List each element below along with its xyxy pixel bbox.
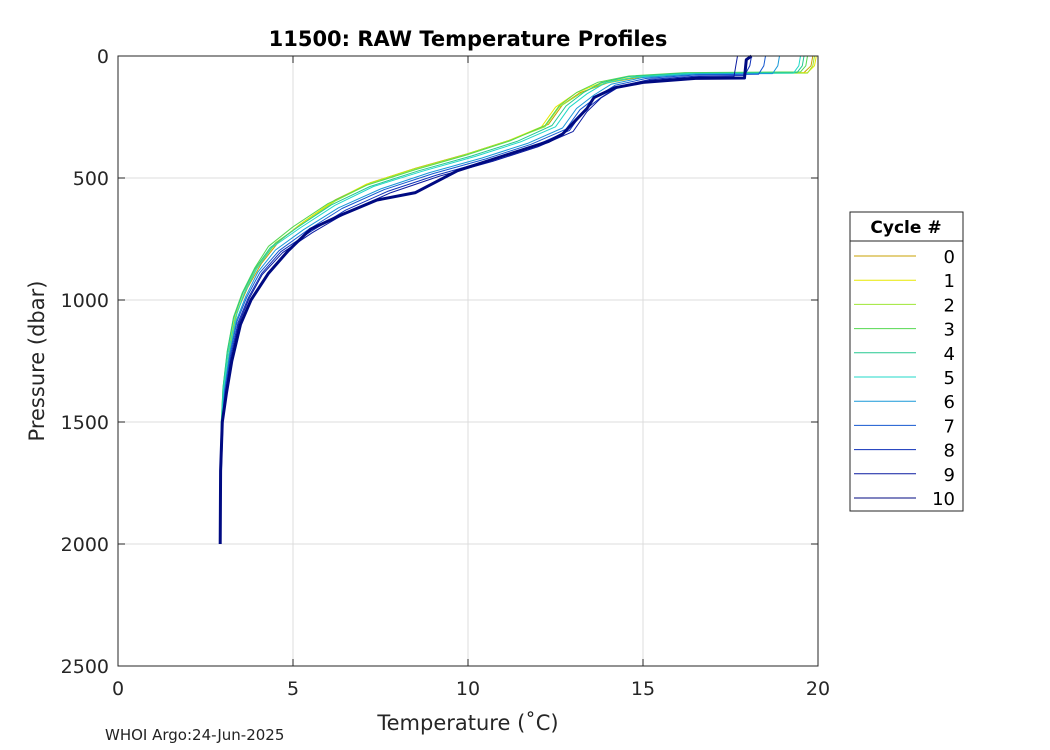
legend-label: 5 <box>944 368 955 389</box>
x-axis-label: Temperature (˚C) <box>376 711 558 735</box>
chart-title: 11500: RAW Temperature Profiles <box>269 27 668 51</box>
footer-credit: WHOI Argo:24-Jun-2025 <box>105 726 285 744</box>
profile-line-cycle-10 <box>218 54 753 545</box>
legend-label: 4 <box>944 344 955 365</box>
profile-line-cycle-4 <box>219 55 805 545</box>
y-tick-label: 2000 <box>61 534 109 556</box>
x-tick-label: 5 <box>287 678 299 700</box>
x-tick-label: 20 <box>806 678 830 700</box>
profile-line-cycle-8 <box>219 55 752 545</box>
y-tick-label: 1000 <box>61 290 109 312</box>
legend-label: 2 <box>944 295 955 316</box>
legend-label: 10 <box>932 489 955 510</box>
x-tick-label: 15 <box>631 678 655 700</box>
profile-line-cycle-5 <box>219 55 801 545</box>
y-tick-label: 0 <box>97 46 109 68</box>
legend-label: 9 <box>944 465 955 486</box>
legend-box <box>849 211 964 512</box>
x-tick-label: 0 <box>112 678 124 700</box>
legend-label: 8 <box>944 441 955 462</box>
profile-line-cycle-7 <box>219 55 766 545</box>
profile-lines <box>218 54 817 545</box>
legend: Cycle # 0 1 2 3 4 5 6 7 8 9 10 <box>849 211 964 512</box>
axis-ticks: 0 5 10 15 20 0 500 1000 1500 2000 2500 <box>61 46 830 700</box>
legend-label: 3 <box>944 320 955 341</box>
legend-label: 6 <box>944 392 955 413</box>
legend-label: 1 <box>944 271 955 292</box>
legend-label: 7 <box>944 416 955 437</box>
legend-title: Cycle # <box>870 218 941 238</box>
y-tick-label: 500 <box>73 168 109 190</box>
y-tick-label: 1500 <box>61 412 109 434</box>
profile-line-cycle-6 <box>219 55 780 545</box>
legend-items: 0 1 2 3 4 5 6 7 8 9 10 <box>854 247 955 510</box>
x-tick-label: 10 <box>456 678 480 700</box>
y-tick-label: 2500 <box>61 656 109 678</box>
legend-label: 0 <box>944 247 955 268</box>
y-axis-label: Pressure (dbar) <box>25 281 49 442</box>
